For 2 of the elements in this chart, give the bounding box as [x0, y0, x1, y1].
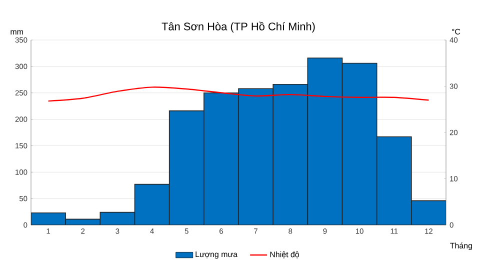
chart-title: Tân Sơn Hòa (TP Hồ Chí Minh)	[162, 22, 315, 32]
line-series	[48, 86, 430, 102]
